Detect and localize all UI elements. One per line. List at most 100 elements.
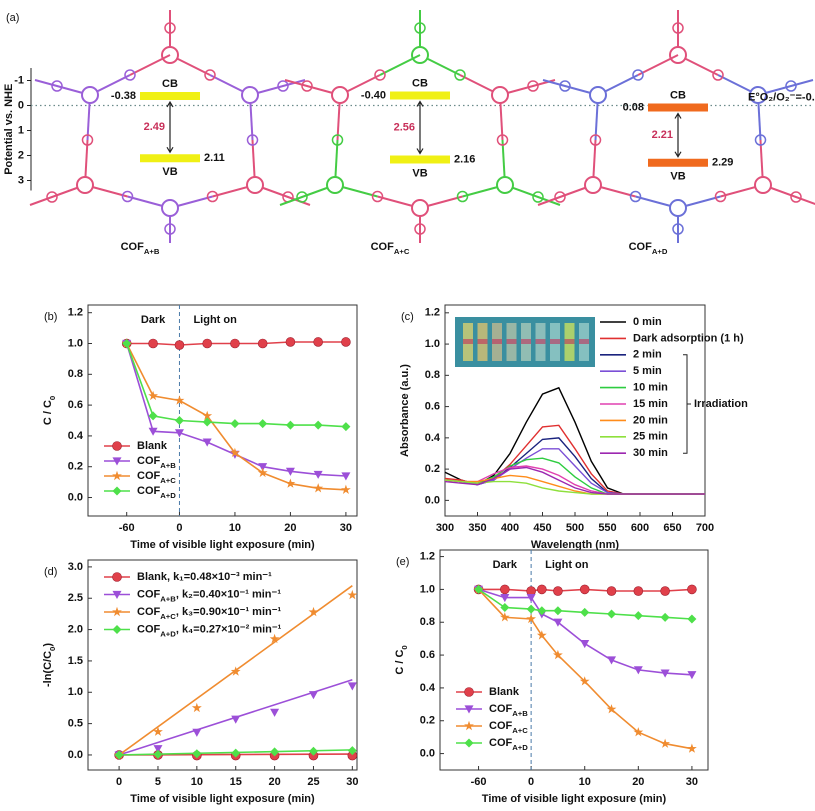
marker xyxy=(607,656,617,665)
x-tick-label: 10 xyxy=(191,776,203,788)
marker xyxy=(341,472,351,481)
legend-label: 15 min xyxy=(633,398,668,410)
y-tick-label: 1.2 xyxy=(68,307,83,319)
y-tick-label: 0.8 xyxy=(68,368,83,380)
plot-frame xyxy=(87,304,358,517)
panel-label: (c) xyxy=(401,311,414,323)
band-bar xyxy=(390,91,450,100)
annotation: Dark xyxy=(141,314,166,326)
y-tick-label: 0.8 xyxy=(425,369,440,381)
legend-label: 5 min xyxy=(633,365,662,377)
x-tick-label: 5 xyxy=(155,776,161,788)
framework-arm xyxy=(504,184,561,206)
framework-node xyxy=(491,86,509,104)
y-tick-label: 1.2 xyxy=(425,307,440,319)
y-tick-label: 1.0 xyxy=(68,686,83,698)
framework-node xyxy=(161,199,179,217)
marker xyxy=(633,586,644,596)
framework-ring xyxy=(371,190,384,203)
marker xyxy=(660,669,670,678)
legend-marker xyxy=(112,441,122,451)
framework-ring xyxy=(672,22,684,34)
annotation: Light on xyxy=(545,559,589,571)
x-axis-title: Time of visible light exposure (min) xyxy=(130,539,315,551)
band-bar xyxy=(648,158,708,167)
framework-ring xyxy=(51,80,63,92)
y-tick-label: 0.2 xyxy=(68,461,83,473)
legend-label: 25 min xyxy=(633,431,668,443)
cof-name: COFA+D xyxy=(629,241,668,256)
marker xyxy=(192,749,202,759)
legend-label: COFA+D xyxy=(137,485,176,500)
band-value: 2.29 xyxy=(712,157,733,169)
legend-marker xyxy=(112,457,122,466)
marker xyxy=(148,390,158,401)
marker xyxy=(536,630,547,640)
framework-ring xyxy=(204,69,216,81)
framework-ring xyxy=(277,80,289,92)
framework-bond xyxy=(379,54,421,76)
x-tick-label: 10 xyxy=(579,776,591,788)
y-tick-label: 0.4 xyxy=(68,430,84,442)
y-tick-label: 1 xyxy=(18,124,24,136)
marker xyxy=(499,612,510,622)
band-bar xyxy=(648,103,708,112)
framework-ring xyxy=(496,134,509,146)
marker xyxy=(579,584,590,595)
x-tick-label: 30 xyxy=(340,522,352,534)
marker xyxy=(174,416,184,426)
marker xyxy=(347,589,358,600)
x-tick-label: 30 xyxy=(686,776,698,788)
legend-label: COFA+C xyxy=(489,720,528,735)
marker xyxy=(148,411,158,421)
framework-ring xyxy=(454,69,466,81)
framework-arm xyxy=(29,184,86,206)
y-tick-label: 1.2 xyxy=(420,550,435,562)
marker xyxy=(153,749,163,759)
legend-marker xyxy=(464,738,474,748)
marker xyxy=(500,594,510,603)
marker xyxy=(687,614,697,624)
marker xyxy=(191,702,202,713)
marker xyxy=(474,584,484,594)
marker xyxy=(526,613,536,624)
marker xyxy=(230,419,240,429)
marker xyxy=(687,671,697,680)
framework-ring xyxy=(124,69,136,81)
x-tick-label: 600 xyxy=(631,522,649,534)
cof-name: COFA+B xyxy=(121,241,160,256)
marker xyxy=(579,676,590,686)
x-tick-label: 650 xyxy=(663,522,681,534)
series-line xyxy=(478,588,693,750)
y-tick-label: 0.0 xyxy=(68,491,83,503)
legend-marker xyxy=(112,590,122,599)
legend-label: COFA+B xyxy=(489,703,528,718)
marker xyxy=(660,738,670,748)
framework-bond xyxy=(637,54,679,76)
y-tick-label: 0.8 xyxy=(420,616,435,628)
framework-node xyxy=(589,86,607,104)
framework-ring xyxy=(296,191,308,203)
gap-value: 2.49 xyxy=(144,121,165,133)
marker xyxy=(202,410,213,421)
inset-vial-band xyxy=(550,339,560,344)
marker xyxy=(687,743,697,753)
framework-ring xyxy=(754,134,767,146)
marker xyxy=(526,604,536,614)
framework-ring xyxy=(785,80,797,92)
y-tick-label: 2.5 xyxy=(68,592,83,604)
marker xyxy=(313,470,323,479)
y-tick-label: 0 xyxy=(18,99,24,111)
gap-arrow xyxy=(674,112,682,158)
inset-vial-band xyxy=(521,339,531,344)
legend-label: 2 min xyxy=(633,349,662,361)
y-tick-label: -1 xyxy=(14,74,24,86)
marker xyxy=(633,611,643,621)
legend-marker xyxy=(464,720,474,731)
framework-bond xyxy=(129,54,171,76)
panel-label: (e) xyxy=(396,556,409,568)
marker xyxy=(633,727,644,737)
marker xyxy=(660,612,670,622)
series-line xyxy=(444,466,705,495)
marker xyxy=(202,338,213,349)
